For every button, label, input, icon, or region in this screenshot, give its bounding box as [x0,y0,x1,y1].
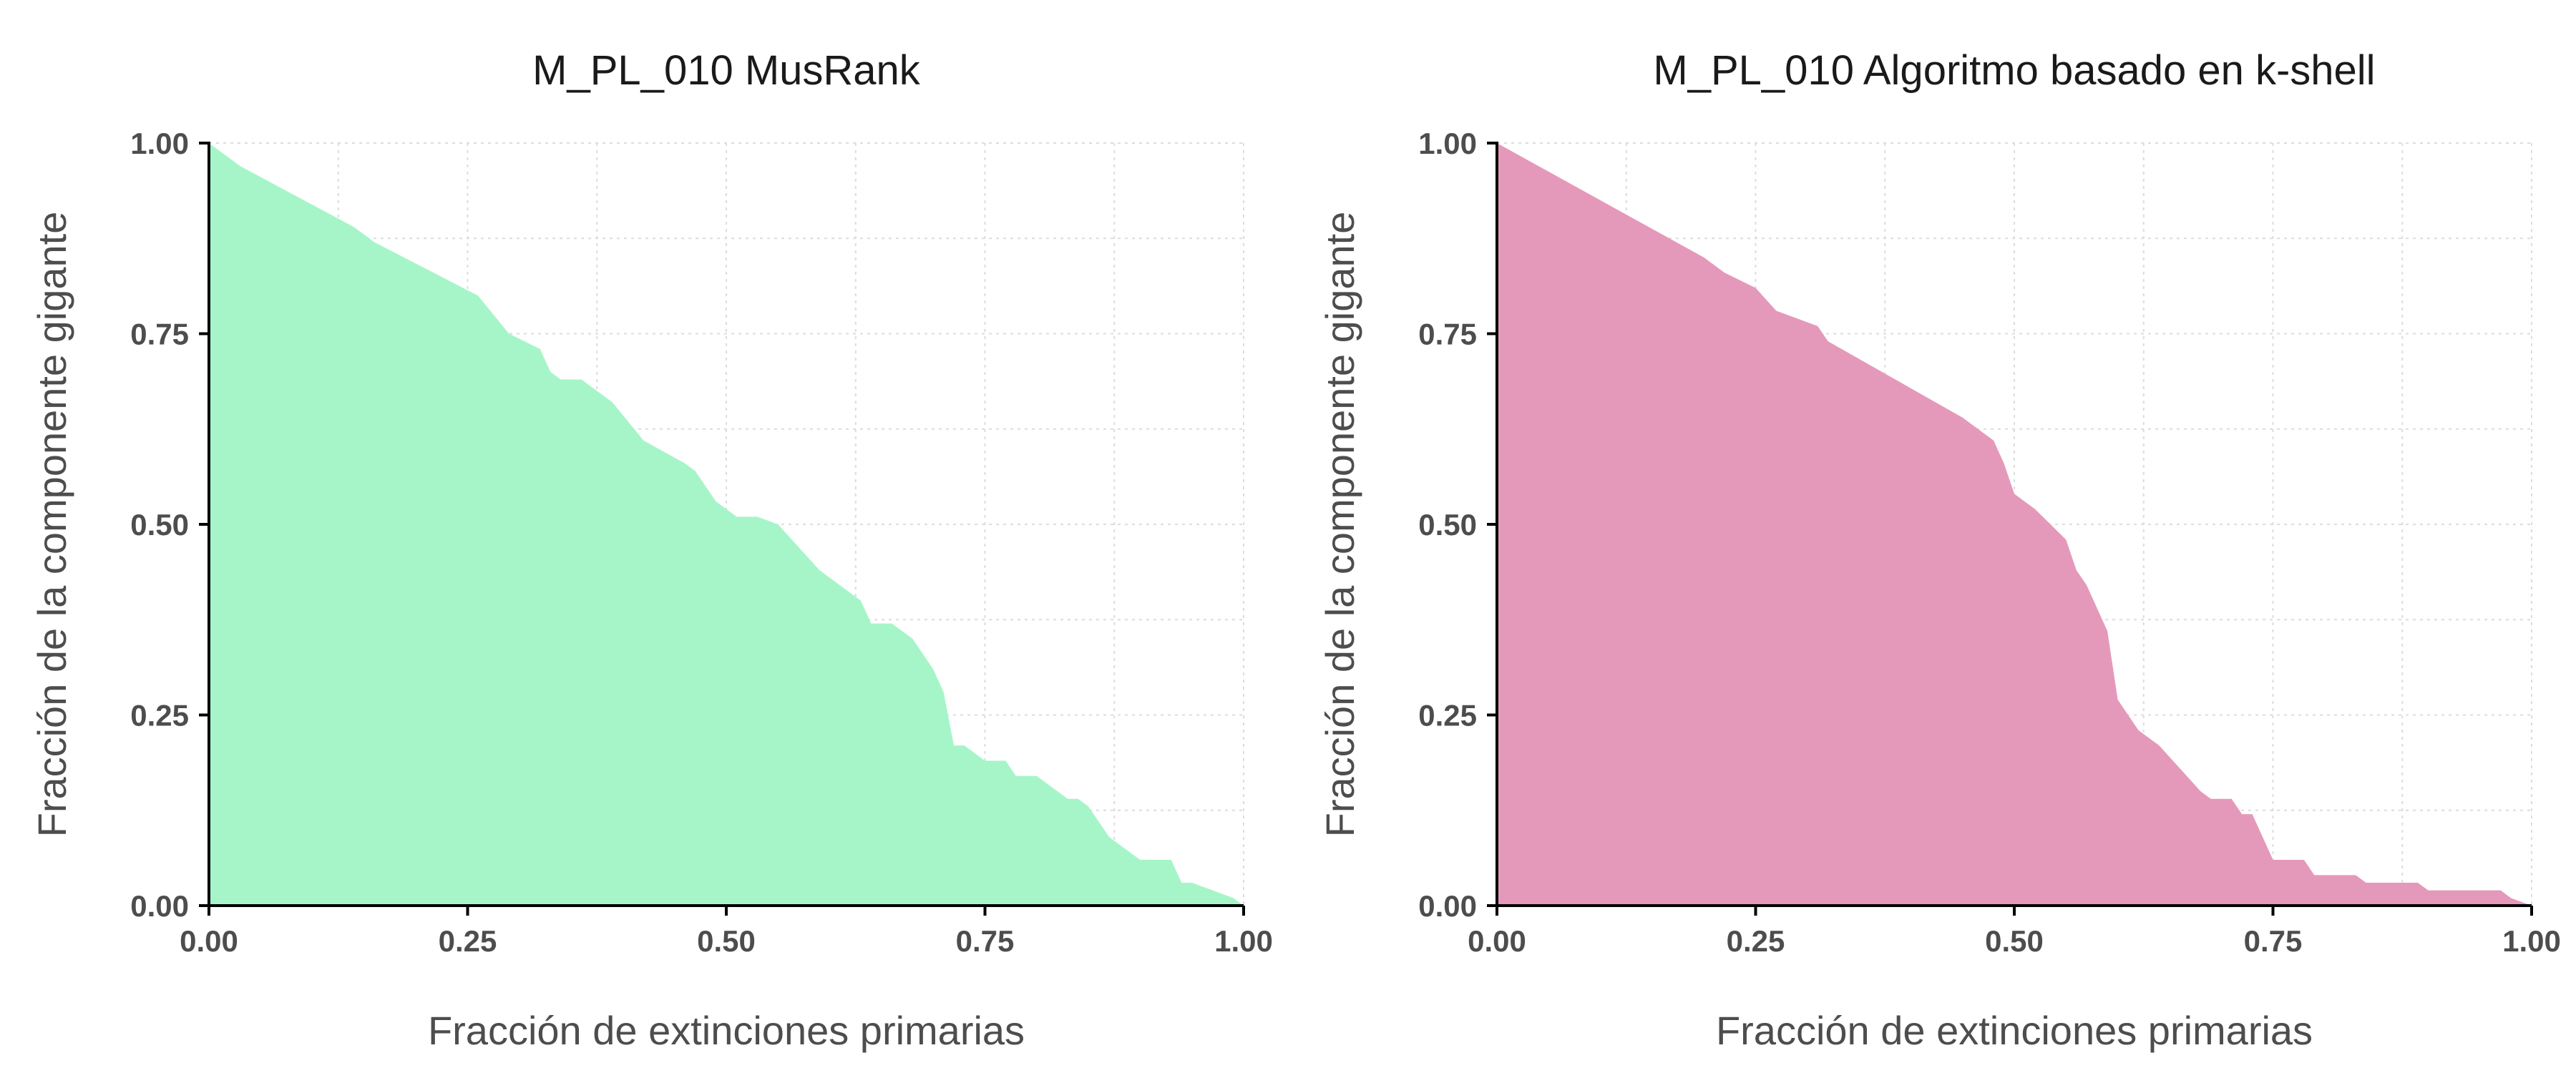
x-tick-label: 0.00 [180,924,238,958]
x-tick-label: 0.00 [1468,924,1526,958]
y-tick-label: 0.75 [130,318,189,351]
y-tick-label: 0.25 [1418,699,1477,733]
y-tick-label: 1.00 [1418,127,1477,160]
y-tick-label: 0.00 [130,889,189,923]
area-series [209,143,1244,906]
x-tick-label: 0.50 [1985,924,2044,958]
y-tick-label: 0.50 [130,508,189,542]
x-tick-label: 1.00 [2502,924,2561,958]
x-tick-label: 0.25 [1727,924,1785,958]
x-tick-label: 0.25 [439,924,497,958]
chart-panel-musrank: 0.00 0.25 0.50 0.75 1.00 0.00 0.25 0.50 0.75 1.00… [29,47,1273,1053]
y-tick-label: 0.25 [130,699,189,733]
chart-title: M_PL_010 MusRank [532,47,921,94]
y-tick-label: 0.50 [1418,508,1477,542]
y-axis-label: Fracción de la componente gigante [29,212,74,838]
x-tick-label: 0.50 [697,924,756,958]
x-tick-label: 1.00 [1214,924,1273,958]
y-axis-label: Fracción de la componente gigante [1317,212,1362,838]
chart-panel-kshell: 0.00 0.25 0.50 0.75 1.00 0.00 0.25 0.50 0.75 1.00… [1317,47,2561,1053]
x-tick-label: 0.75 [956,924,1015,958]
area-series [1497,143,2532,906]
y-tick-label: 1.00 [130,127,189,160]
chart-title: M_PL_010 Algoritmo basado en k-shell [1653,47,2375,94]
x-tick-label: 0.75 [2244,924,2303,958]
x-axis-label: Fracción de extinciones primarias [1716,1008,2313,1053]
y-tick-label: 0.00 [1418,889,1477,923]
y-tick-label: 0.75 [1418,318,1477,351]
x-axis-label: Fracción de extinciones primarias [428,1008,1025,1053]
